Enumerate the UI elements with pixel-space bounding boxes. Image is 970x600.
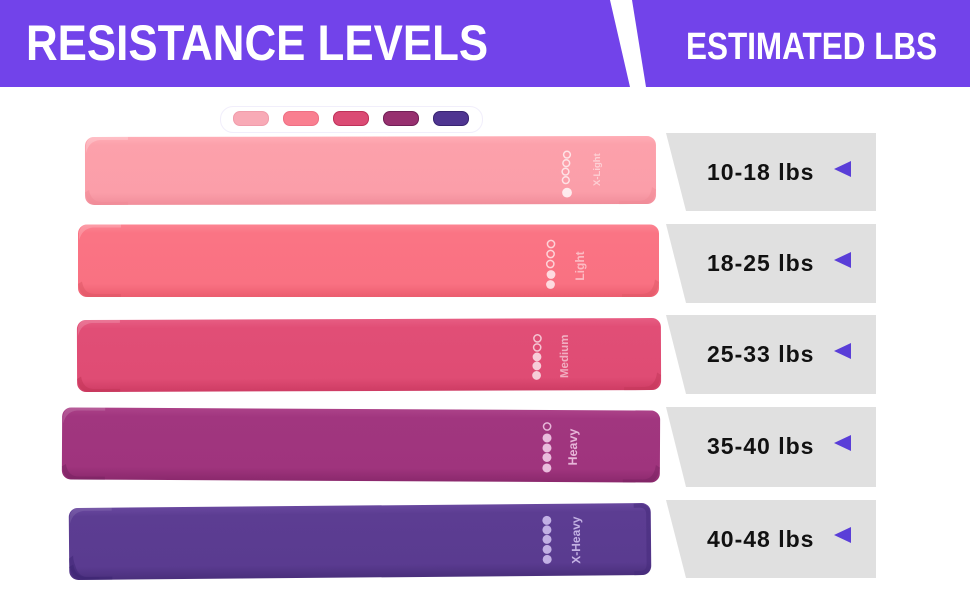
svg-text:X-Light: X-Light xyxy=(592,152,603,186)
svg-text:Medium: Medium xyxy=(559,335,571,378)
svg-text:Light: Light xyxy=(573,251,587,280)
svg-text:Heavy: Heavy xyxy=(566,429,580,466)
svg-text:X-Heavy: X-Heavy xyxy=(569,516,583,564)
